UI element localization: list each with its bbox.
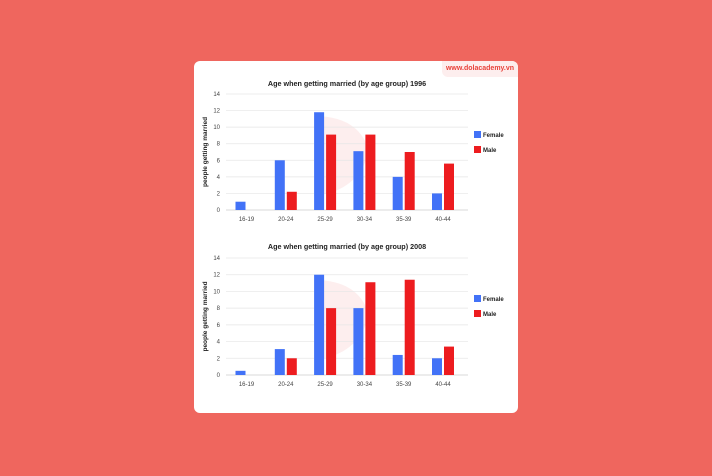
bar-male-20-24 bbox=[286, 358, 297, 375]
y-tick-label: 14 bbox=[213, 92, 220, 98]
bar-female-30-34 bbox=[353, 308, 364, 375]
y-tick-label: 8 bbox=[217, 306, 221, 312]
bar-female-25-29 bbox=[314, 112, 325, 210]
y-tick-label: 2 bbox=[217, 191, 221, 197]
y-tick-label: 10 bbox=[213, 289, 220, 295]
bar-male-35-39 bbox=[404, 152, 415, 210]
bar-female-20-24 bbox=[274, 160, 285, 210]
legend-label-male: Male bbox=[483, 148, 497, 154]
y-tick-label: 12 bbox=[213, 109, 220, 115]
legend-label-female: Female bbox=[483, 133, 504, 139]
bar-female-30-34 bbox=[353, 151, 364, 210]
legend-swatch-female bbox=[474, 131, 481, 138]
x-tick-label: 25-29 bbox=[317, 382, 333, 388]
bar-male-35-39 bbox=[404, 279, 415, 375]
bar-male-25-29 bbox=[326, 308, 337, 375]
y-tick-label: 6 bbox=[217, 158, 221, 164]
chart-title: Age when getting married (by age group) … bbox=[268, 79, 426, 88]
bar-female-40-44 bbox=[432, 193, 442, 210]
x-tick-label: 25-29 bbox=[317, 217, 333, 223]
bar-male-40-44 bbox=[444, 346, 454, 375]
y-axis-label: people getting married bbox=[202, 281, 209, 351]
x-tick-label: 40-44 bbox=[435, 382, 451, 388]
y-tick-label: 4 bbox=[217, 175, 221, 181]
x-tick-label: 30-34 bbox=[357, 382, 373, 388]
bar-female-35-39 bbox=[392, 354, 403, 375]
bar-female-20-24 bbox=[274, 349, 285, 375]
y-tick-label: 0 bbox=[217, 373, 221, 379]
x-tick-label: 40-44 bbox=[435, 217, 451, 223]
bar-female-35-39 bbox=[392, 176, 403, 210]
bar-female-40-44 bbox=[432, 358, 442, 375]
y-tick-label: 14 bbox=[213, 256, 220, 262]
y-tick-label: 6 bbox=[217, 323, 221, 329]
bar-female-16-19 bbox=[235, 201, 246, 210]
x-tick-label: 20-24 bbox=[278, 217, 294, 223]
legend-swatch-female bbox=[474, 295, 481, 302]
x-tick-label: 35-39 bbox=[396, 382, 412, 388]
legend-label-male: Male bbox=[483, 312, 497, 318]
legend-swatch-male bbox=[474, 310, 481, 317]
chart-title: Age when getting married (by age group) … bbox=[268, 242, 426, 251]
x-tick-label: 35-39 bbox=[396, 217, 412, 223]
bar-female-25-29 bbox=[314, 274, 325, 375]
bar-male-30-34 bbox=[365, 282, 376, 375]
y-tick-label: 0 bbox=[217, 208, 221, 214]
x-tick-label: 20-24 bbox=[278, 382, 294, 388]
y-tick-label: 12 bbox=[213, 273, 220, 279]
bar-male-25-29 bbox=[326, 134, 337, 210]
x-tick-label: 16-19 bbox=[239, 382, 255, 388]
watermark-label: www.dolacademy.vn bbox=[442, 61, 518, 77]
bar-male-40-44 bbox=[444, 163, 454, 210]
y-tick-label: 2 bbox=[217, 356, 221, 362]
x-tick-label: 16-19 bbox=[239, 217, 255, 223]
y-axis-label: people getting married bbox=[202, 117, 209, 187]
y-tick-label: 8 bbox=[217, 142, 221, 148]
x-tick-label: 30-34 bbox=[357, 217, 373, 223]
bar-male-20-24 bbox=[286, 191, 297, 210]
y-tick-label: 4 bbox=[217, 340, 221, 346]
bar-female-16-19 bbox=[235, 370, 246, 375]
bar-male-30-34 bbox=[365, 134, 376, 210]
y-tick-label: 10 bbox=[213, 125, 220, 131]
legend-label-female: Female bbox=[483, 297, 504, 303]
legend-swatch-male bbox=[474, 146, 481, 153]
